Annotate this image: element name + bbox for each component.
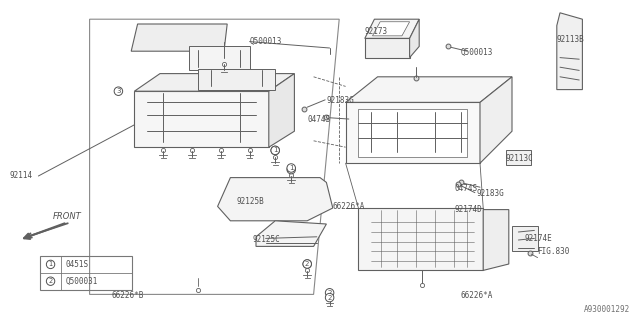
Polygon shape (134, 74, 294, 91)
Text: 92183G: 92183G (477, 189, 504, 198)
Text: 66226*B: 66226*B (112, 292, 145, 300)
Polygon shape (557, 13, 582, 90)
Bar (358, 208, 483, 270)
Polygon shape (410, 19, 419, 58)
Text: 0474S: 0474S (454, 184, 477, 193)
Polygon shape (346, 77, 512, 102)
Text: 92174D: 92174D (454, 205, 482, 214)
Text: 1: 1 (49, 261, 52, 268)
Text: 2: 2 (328, 295, 332, 300)
Polygon shape (372, 22, 410, 36)
Polygon shape (218, 178, 333, 221)
Text: 0474S: 0474S (307, 116, 330, 124)
Text: 2: 2 (305, 261, 309, 267)
Polygon shape (131, 24, 227, 51)
Text: 92174E: 92174E (525, 234, 552, 243)
Text: 3: 3 (116, 88, 121, 94)
Text: A930001292: A930001292 (584, 305, 630, 314)
Bar (134, 91, 269, 147)
Text: 66226*A: 66226*A (333, 202, 365, 211)
Bar (198, 69, 275, 90)
Polygon shape (269, 74, 294, 147)
Text: 2: 2 (328, 290, 332, 296)
Polygon shape (480, 77, 512, 163)
Polygon shape (365, 19, 419, 38)
Polygon shape (365, 38, 410, 58)
Text: 92173: 92173 (365, 28, 388, 36)
Text: 92183G: 92183G (326, 96, 354, 105)
Text: Q500013: Q500013 (461, 48, 493, 57)
Polygon shape (483, 210, 509, 270)
Text: 1: 1 (273, 148, 278, 153)
Text: 92113C: 92113C (506, 154, 533, 163)
Text: FRONT: FRONT (53, 212, 81, 221)
Text: 66226*A: 66226*A (461, 292, 493, 300)
Bar (346, 102, 480, 163)
Text: 92125C: 92125C (253, 236, 280, 244)
Text: Q500013: Q500013 (250, 37, 282, 46)
Bar (506, 150, 531, 165)
Bar (189, 46, 250, 70)
Bar (358, 109, 467, 157)
Text: Q500031: Q500031 (65, 277, 98, 286)
Text: 1: 1 (289, 167, 294, 172)
Text: 92125B: 92125B (237, 197, 264, 206)
Text: 2: 2 (49, 278, 52, 284)
Bar (40, 256, 132, 290)
Bar (512, 226, 538, 251)
Text: 92113B: 92113B (557, 36, 584, 44)
Text: 2: 2 (305, 261, 309, 267)
Polygon shape (256, 221, 326, 246)
Text: 1: 1 (289, 165, 294, 171)
Text: FIG.830: FIG.830 (538, 247, 570, 256)
Text: 92114: 92114 (10, 172, 33, 180)
Text: 0451S: 0451S (65, 260, 88, 269)
Text: 1: 1 (273, 148, 278, 153)
